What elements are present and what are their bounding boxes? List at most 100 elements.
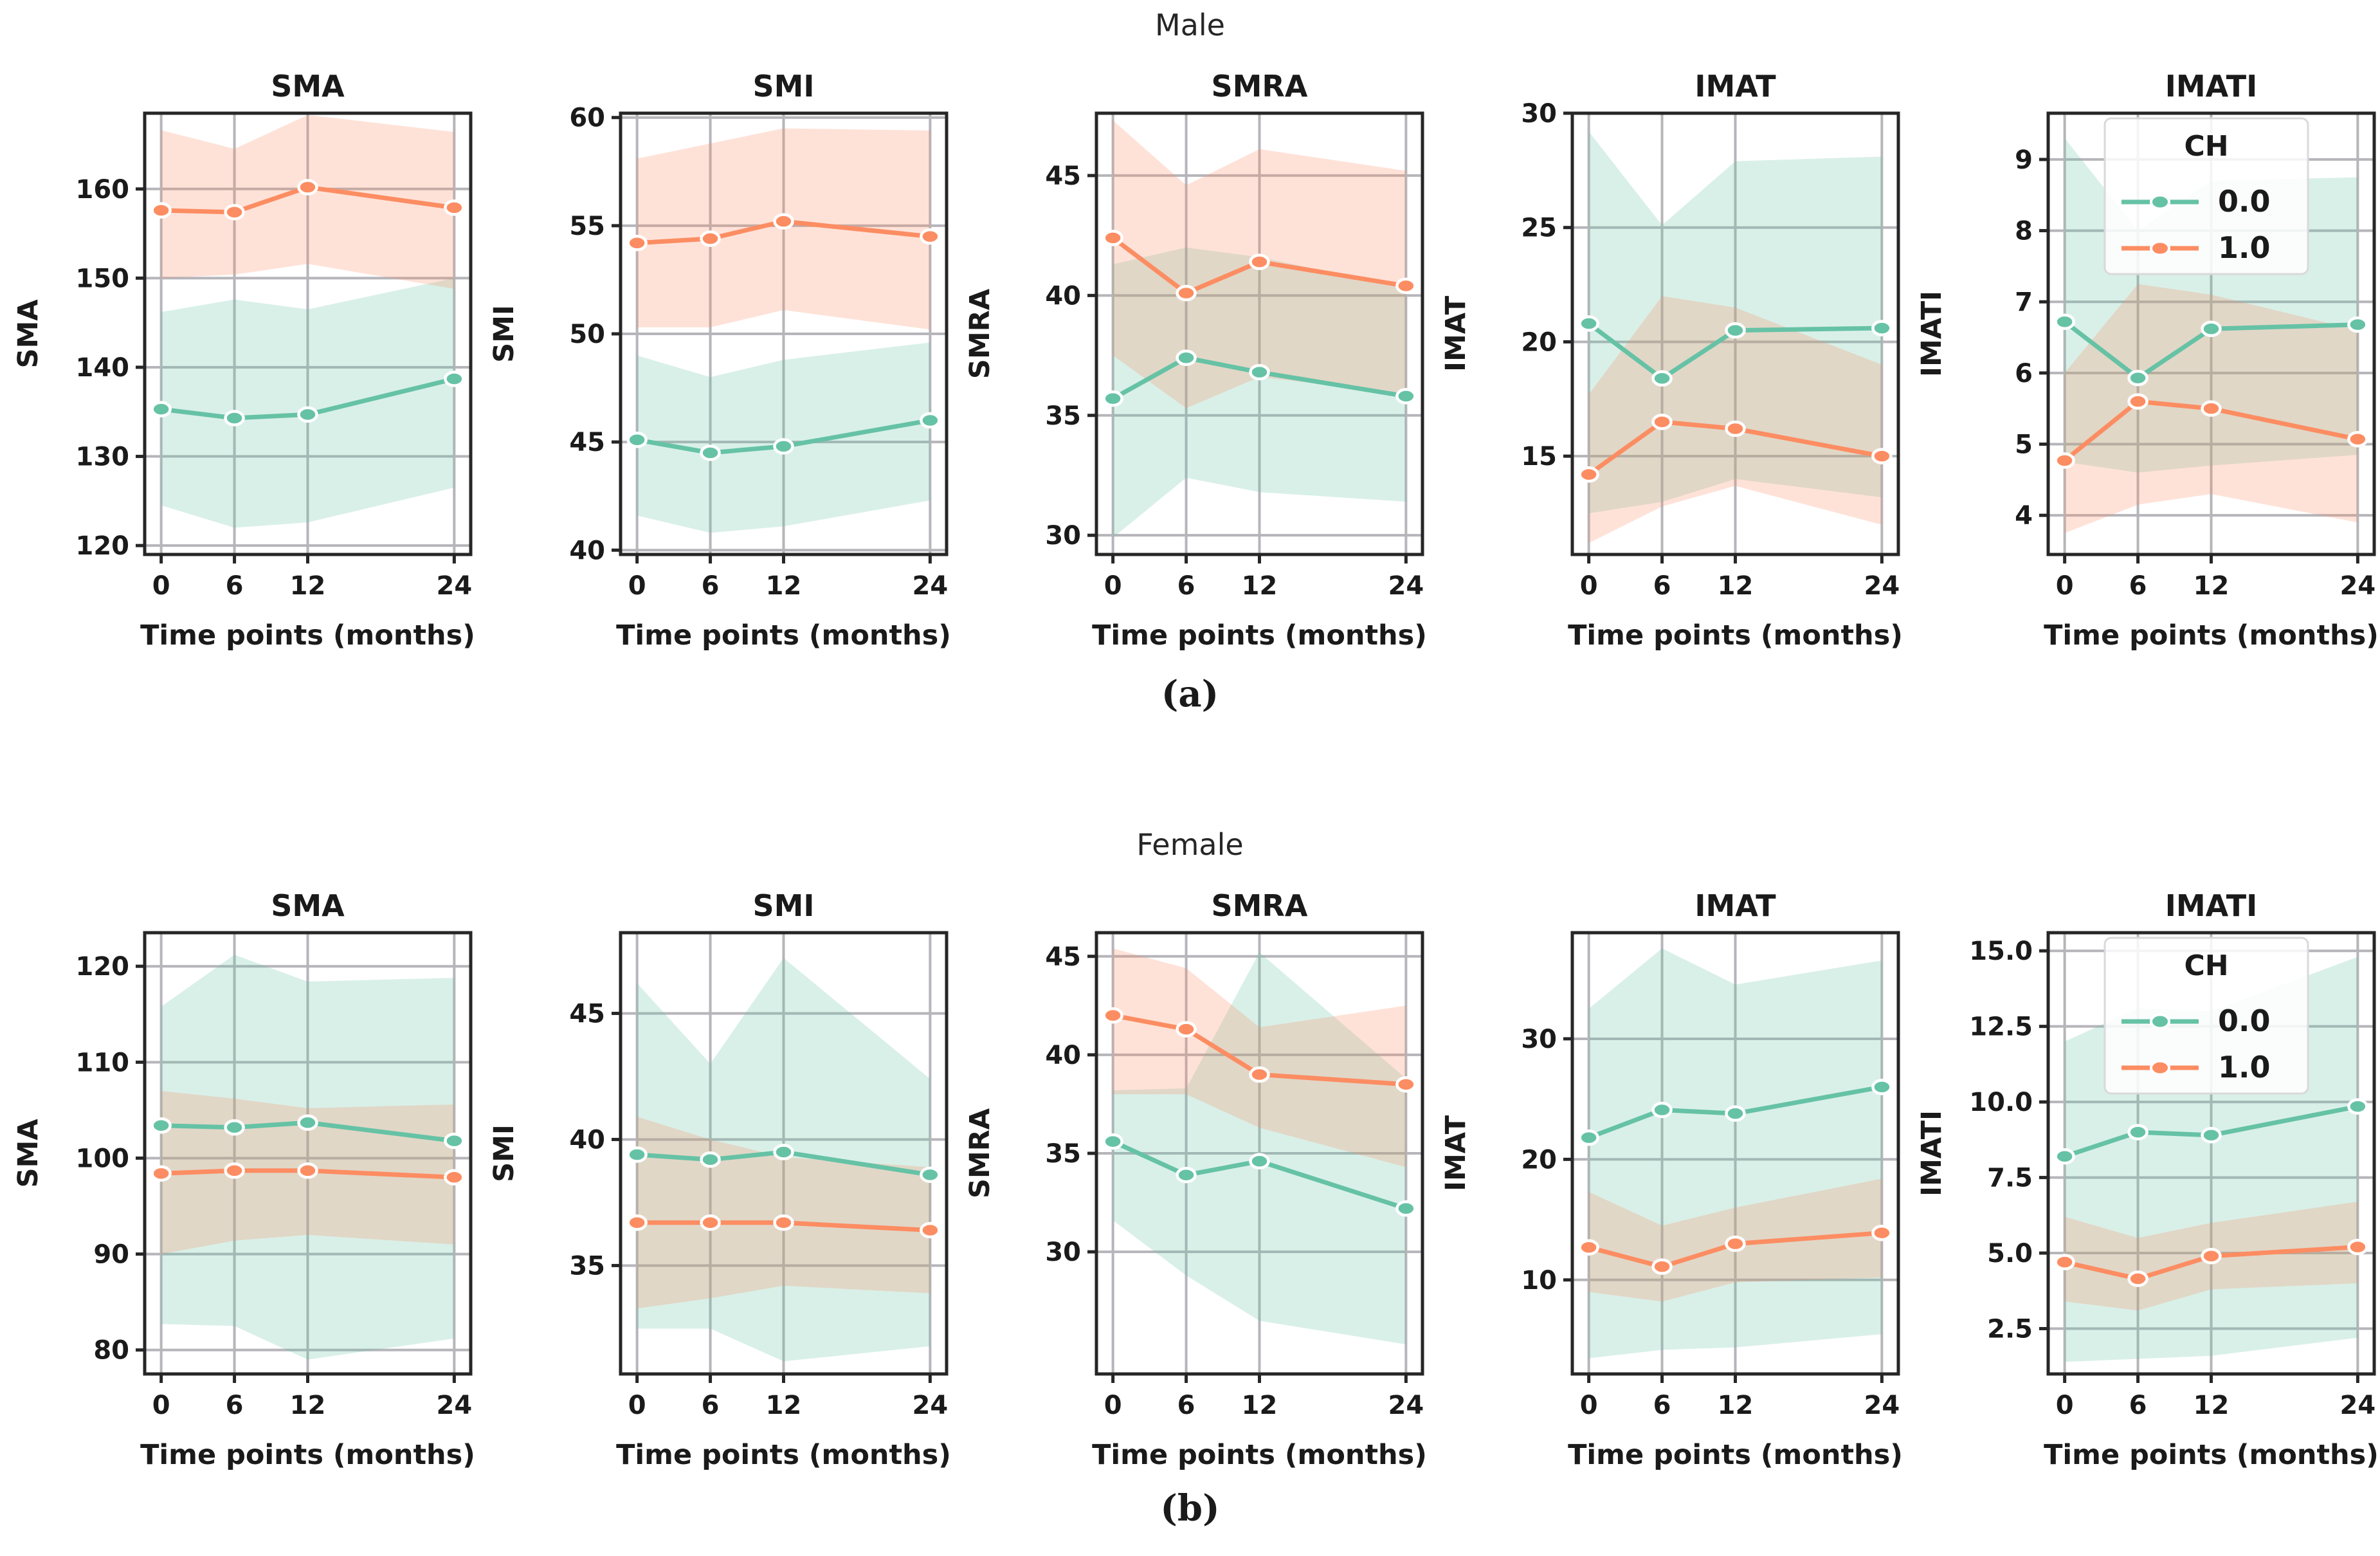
y-tick-label: 45 [1045, 942, 1081, 972]
x-tick-label: 6 [2129, 1391, 2147, 1420]
y-tick-label: 20 [1521, 1145, 1557, 1175]
series-markers-1.0 [1102, 1007, 1417, 1093]
data-point [1578, 466, 1599, 483]
y-axis-label: SMI [488, 305, 520, 363]
gridlines [1096, 113, 1422, 554]
data-point [920, 1166, 941, 1184]
chart-female-sma: 0 6 12 24 80 90 100 110 120 SMA Time points (month… [12, 888, 475, 1471]
caption-b: (b) [1160, 1487, 1220, 1530]
data-point [1871, 1079, 1893, 1095]
x-tick-label: 0 [2056, 1391, 2074, 1420]
data-point [1578, 1129, 1599, 1146]
data-point [297, 1162, 318, 1179]
series-markers-0.0 [1578, 315, 1893, 387]
x-tick-label: 6 [1177, 571, 1195, 601]
chart-male-imat: 0 6 12 24 15 20 25 30 IMAT Time points (months) IM… [1440, 69, 1903, 652]
legend-entry-label: 0.0 [2218, 184, 2271, 219]
confidence-band-1.0 [1588, 296, 1882, 544]
data-point [1249, 1066, 1270, 1083]
data-point [150, 401, 172, 417]
data-point [1249, 1153, 1270, 1169]
data-point [1871, 1224, 1893, 1241]
data-point [1102, 1133, 1123, 1150]
y-tick-label: 25 [1521, 214, 1557, 243]
x-tick-label: 24 [2340, 1391, 2376, 1420]
data-point [773, 213, 794, 230]
y-tick-label: 45 [1045, 161, 1081, 191]
y-tick-label: 2.5 [1987, 1315, 2033, 1344]
data-point [297, 1114, 318, 1131]
series-markers-0.0 [1578, 1079, 1893, 1146]
x-tick-label: 24 [1864, 571, 1900, 601]
y-tick-label: 40 [569, 1125, 605, 1155]
legend-sample-marker [2150, 194, 2170, 210]
confidence-band-0.0 [637, 342, 931, 533]
x-tick-label: 0 [628, 571, 646, 601]
y-axis-label: IMAT [1440, 295, 1472, 372]
series-markers-0.0 [150, 1114, 465, 1149]
data-point [2054, 452, 2075, 469]
subplot-male-smi: 0 6 12 24 40 45 50 55 60 SMI Time points (months) S… [476, 55, 952, 660]
subplot-title: SMI [752, 888, 814, 923]
y-tick-label: 6 [2015, 359, 2033, 389]
data-point [1395, 1200, 1417, 1217]
series-markers-0.0 [2054, 313, 2368, 387]
data-point [1651, 414, 1673, 430]
legend-title: CH [2184, 949, 2228, 982]
y-tick-label: 50 [569, 320, 605, 349]
subplot-female-smi: 0 6 12 24 35 40 45 SMI Time points (months) SMI [476, 875, 952, 1479]
subplot-female-imati: 0 6 12 24 2.5 5.0 7.5 10.0 12.5 15.0 IMATI Time poi… [1903, 875, 2379, 1479]
y-axis-label: IMATI [1916, 291, 1948, 377]
suptitle-female: Female [1136, 827, 1244, 862]
data-point [2054, 313, 2075, 330]
subplot-row-female: 0 6 12 24 80 90 100 110 120 SMA Time points (month… [0, 875, 2379, 1479]
x-axis-label: Time points (months) [2044, 1439, 2379, 1471]
y-axis-label: IMAT [1440, 1115, 1472, 1191]
data-point [2347, 431, 2368, 448]
data-point [1725, 322, 1746, 339]
y-tick-label: 12.5 [1969, 1012, 2033, 1042]
series-markers-0.0 [1102, 1133, 1417, 1217]
data-point [1102, 1007, 1123, 1024]
y-tick-label: 15.0 [1969, 937, 2033, 966]
legend-sample-marker [2150, 1013, 2170, 1030]
y-tick-label: 8 [2015, 217, 2033, 246]
chart-male-sma: 0 6 12 24 120 130 140 150 160 SMA Time points (mon… [12, 69, 475, 652]
data-point [1725, 1235, 1746, 1252]
x-axis-label: Time points (months) [616, 619, 951, 652]
subplot-title: SMRA [1212, 69, 1308, 104]
y-tick-label: 4 [2015, 501, 2033, 531]
subplot-title: IMAT [1694, 888, 1776, 923]
y-axis-label: SMRA [964, 288, 996, 379]
data-point [1395, 388, 1417, 405]
legend-sample-marker [2150, 1059, 2170, 1076]
data-point [1725, 420, 1746, 437]
series-line-1.0 [635, 1220, 932, 1233]
y-tick-label: 40 [1045, 281, 1081, 311]
y-tick-label: 20 [1521, 327, 1557, 357]
confidence-band-0.0 [1113, 247, 1406, 538]
series-line-0.0 [159, 376, 457, 421]
gridlines [621, 933, 947, 1374]
y-tick-label: 30 [1045, 1238, 1081, 1267]
series-line-0.0 [1586, 1085, 1884, 1140]
data-point [920, 228, 941, 245]
chart-female-smi: 0 6 12 24 35 40 45 SMI Time points (months) SMI [488, 888, 951, 1471]
y-axis-label: SMA [12, 299, 44, 369]
gridlines [621, 113, 947, 554]
x-tick-label: 0 [1580, 1391, 1598, 1420]
data-point [224, 1119, 245, 1136]
y-tick-label: 30 [1521, 99, 1557, 129]
chart-female-smra: 0 6 12 24 30 35 40 45 SMRA Time points (months) SM… [964, 888, 1427, 1471]
x-tick-label: 6 [1653, 1391, 1671, 1420]
series-line-0.0 [1111, 355, 1408, 401]
x-axis-label: Time points (months) [1568, 1439, 1903, 1471]
data-point [2201, 320, 2222, 338]
x-tick-label: 0 [1580, 571, 1598, 601]
y-tick-label: 110 [76, 1048, 130, 1077]
x-tick-label: 24 [2340, 571, 2376, 601]
x-axis-label: Time points (months) [140, 619, 475, 652]
series-markers-1.0 [2054, 1238, 2368, 1287]
y-tick-label: 100 [76, 1144, 130, 1173]
